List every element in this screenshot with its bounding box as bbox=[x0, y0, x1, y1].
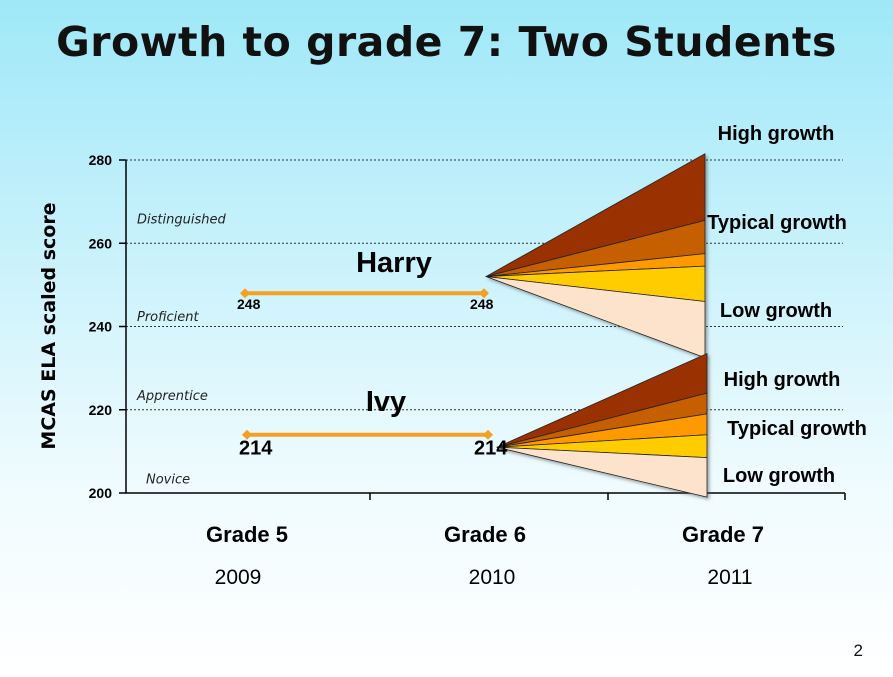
x-category-grade-5: Grade 5 bbox=[206, 522, 288, 547]
gridlines bbox=[119, 159, 843, 494]
student-score-lines: 248 248 214 214 bbox=[237, 288, 508, 460]
x-category-grade-7: Grade 7 bbox=[682, 522, 764, 547]
ivy-low-growth-label: Low growth bbox=[723, 465, 835, 487]
ivy-score-label-1: 214 bbox=[239, 438, 273, 460]
slide-title: Growth to grade 7: Two Students bbox=[56, 18, 837, 66]
ivy-high-growth-label: High growth bbox=[724, 369, 841, 391]
ivy-score-marker-1 bbox=[242, 429, 252, 440]
harry-growth-fan bbox=[485, 153, 706, 359]
y-tick-label-220: 220 bbox=[89, 402, 113, 418]
y-tick-label-280: 280 bbox=[89, 152, 113, 168]
y-axis-label: MCAS ELA scaled score bbox=[38, 202, 60, 449]
performance-level-labels: Distinguished Proficient Apprentice Novice bbox=[136, 212, 226, 487]
x-axis-ticks bbox=[369, 493, 846, 500]
harry-fan-segment-5 bbox=[485, 276, 706, 359]
page-number: 2 bbox=[853, 641, 863, 660]
x-category-grade-6: Grade 6 bbox=[444, 522, 526, 547]
level-label-proficient: Proficient bbox=[137, 310, 200, 325]
ivy-score-marker-2 bbox=[483, 429, 493, 440]
y-tick-label-240: 240 bbox=[89, 319, 113, 335]
harry-high-growth-label: High growth bbox=[718, 123, 835, 145]
harry-score-marker-2 bbox=[479, 288, 489, 299]
y-tick-labels: 200 220 240 260 280 bbox=[89, 152, 113, 501]
harry-score-marker-1 bbox=[240, 288, 250, 299]
level-label-apprentice: Apprentice bbox=[136, 389, 208, 404]
x-year-2009: 2009 bbox=[215, 566, 262, 589]
student-name-harry: Harry bbox=[356, 247, 432, 279]
student-name-ivy: Ivy bbox=[366, 386, 406, 418]
y-tick-label-260: 260 bbox=[89, 235, 113, 251]
ivy-score-label-2: 214 bbox=[474, 438, 508, 460]
x-year-2010: 2010 bbox=[469, 566, 516, 589]
ivy-typical-growth-label: Typical growth bbox=[727, 418, 867, 440]
x-year-2011: 2011 bbox=[707, 566, 752, 589]
level-label-novice: Novice bbox=[146, 472, 190, 487]
harry-typical-growth-label: Typical growth bbox=[707, 212, 847, 234]
ivy-growth-fan bbox=[496, 353, 708, 498]
harry-score-label-1: 248 bbox=[237, 296, 261, 312]
y-tick-label-200: 200 bbox=[89, 485, 113, 501]
harry-low-growth-label: Low growth bbox=[720, 300, 832, 322]
ivy-fan-segment-5 bbox=[496, 446, 708, 498]
harry-score-label-2: 248 bbox=[470, 296, 494, 312]
level-label-distinguished: Distinguished bbox=[137, 212, 226, 227]
